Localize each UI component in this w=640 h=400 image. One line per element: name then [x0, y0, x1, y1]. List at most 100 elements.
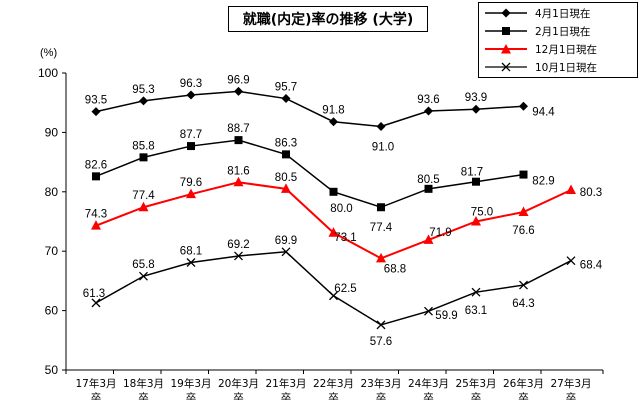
data-point-diamond: [471, 104, 481, 114]
data-label: 68.1: [180, 245, 202, 257]
data-point-triangle: [423, 234, 434, 244]
data-point-square: [424, 184, 433, 193]
data-point-x: [471, 287, 481, 297]
data-point-x: [376, 320, 386, 330]
data-label: 71.9: [429, 227, 451, 239]
x-tick-label-suffix: 卒: [233, 391, 244, 400]
data-point-triangle: [91, 220, 101, 230]
series-line-0: [95, 90, 524, 128]
data-point-triangle: [518, 206, 529, 216]
data-point-square: [187, 142, 195, 151]
data-point-x: [519, 280, 528, 290]
legend-item-2gatsu: 2月1日現在: [483, 23, 635, 39]
y-tick-label: 70: [45, 244, 59, 258]
y-tick-label: 100: [38, 66, 58, 80]
legend-swatch-diamond: [485, 8, 527, 18]
data-label: 96.9: [227, 74, 249, 86]
y-tick-label: 60: [45, 304, 59, 318]
data-label: 65.8: [132, 259, 154, 271]
legend-swatch-square: [485, 27, 527, 35]
data-point-diamond: [91, 107, 101, 117]
data-point-square: [92, 172, 100, 181]
y-tick-label: 50: [45, 363, 59, 377]
data-point-diamond: [234, 86, 243, 96]
data-point-square: [519, 170, 528, 179]
y-tick-label: 80: [45, 185, 59, 199]
data-label: 77.4: [132, 190, 155, 202]
x-tick-label: 20年3月: [218, 377, 259, 390]
legend-swatch-triangle: [485, 44, 527, 54]
data-point-diamond: [281, 94, 291, 104]
data-label: 73.1: [334, 232, 356, 244]
x-tick-label-suffix: 卒: [518, 391, 529, 400]
data-point-triangle: [328, 227, 339, 237]
data-label: 91.0: [372, 141, 394, 153]
data-point-triangle: [376, 252, 386, 263]
data-point-x: [234, 251, 243, 261]
legend-item-10gatsu: 10月1日現在: [483, 59, 635, 75]
data-label: 80.5: [275, 172, 297, 184]
x-tick-label-suffix: 卒: [186, 391, 197, 400]
x-tick-label-suffix: 卒: [328, 391, 339, 400]
x-tick-label: 24年3月: [408, 377, 449, 390]
data-point-triangle: [233, 176, 244, 187]
data-label: 88.7: [227, 123, 249, 135]
data-label: 96.3: [180, 78, 202, 90]
data-point-diamond: [329, 117, 338, 127]
x-tick-label-suffix: 卒: [376, 391, 387, 400]
data-label: 82.9: [532, 176, 554, 188]
data-label: 95.3: [132, 84, 154, 96]
data-point-square: [472, 177, 480, 186]
x-tick-label: 25年3月: [455, 377, 496, 390]
legend-item-12gatsu: 12月1日現在: [483, 41, 635, 57]
legend-label: 12月1日現在: [535, 43, 598, 56]
data-point-triangle: [281, 183, 291, 193]
x-tick-label-suffix: 卒: [471, 391, 482, 400]
data-label: 80.3: [580, 187, 602, 199]
x-tick-label-suffix: 卒: [423, 391, 434, 400]
x-tick-label-suffix: 卒: [566, 391, 577, 400]
data-label: 59.9: [435, 310, 457, 322]
data-point-diamond: [376, 121, 386, 131]
data-label: 79.6: [180, 177, 202, 189]
series-line-1: [95, 139, 524, 209]
data-label: 69.2: [227, 239, 249, 251]
data-label: 80.0: [330, 203, 352, 215]
y-axis-unit: (%): [40, 47, 57, 59]
legend-label: 2月1日現在: [535, 25, 591, 38]
x-tick-label: 22年3月: [313, 377, 354, 390]
x-tick-label-suffix: 卒: [281, 391, 292, 400]
data-label: 64.3: [512, 298, 534, 310]
x-tick-label: 17年3月: [75, 377, 116, 390]
data-label: 76.6: [512, 225, 534, 237]
data-label: 82.6: [85, 159, 107, 171]
data-point-diamond: [139, 96, 148, 106]
data-point-x: [91, 298, 101, 308]
data-label: 95.7: [275, 82, 297, 94]
data-label: 93.6: [417, 94, 439, 106]
legend-swatch-x: [485, 62, 527, 72]
data-point-triangle: [471, 216, 481, 226]
data-point-square: [234, 136, 243, 145]
data-label: 63.1: [465, 305, 487, 317]
data-label: 94.4: [532, 106, 555, 118]
x-tick-label: 26年3月: [503, 377, 544, 390]
data-label: 81.7: [461, 167, 483, 179]
data-label: 61.3: [83, 288, 105, 300]
data-label: 69.9: [275, 235, 297, 247]
data-point-triangle: [138, 201, 149, 212]
data-label: 91.8: [322, 105, 344, 117]
legend-label: 10月1日現在: [535, 61, 598, 74]
data-point-diamond: [424, 106, 433, 116]
data-label: 85.8: [132, 140, 154, 152]
x-tick-label: 27年3月: [550, 377, 591, 390]
data-label: 68.4: [580, 260, 603, 272]
legend-label: 4月1日現在: [535, 7, 591, 20]
data-label: 77.4: [370, 222, 393, 234]
chart-title: 就職(内定)率の推移 (大学): [228, 6, 428, 32]
x-tick-label: 18年3月: [123, 377, 164, 390]
data-point-x: [424, 306, 433, 316]
data-point-square: [139, 153, 148, 162]
data-label: 57.6: [370, 336, 392, 348]
